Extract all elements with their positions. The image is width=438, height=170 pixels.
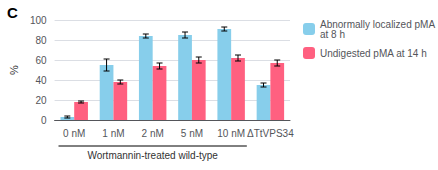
svg-text:5 nM: 5 nM — [181, 128, 203, 139]
svg-text:0 nM: 0 nM — [63, 128, 85, 139]
svg-text:1 nM: 1 nM — [102, 128, 124, 139]
svg-text:C: C — [7, 4, 18, 21]
svg-text:2 nM: 2 nM — [142, 128, 164, 139]
svg-text:40: 40 — [35, 75, 47, 86]
svg-text:60: 60 — [35, 55, 47, 66]
svg-text:Abnormally localized pMA: Abnormally localized pMA — [320, 18, 436, 30]
svg-text:at 8 h: at 8 h — [320, 29, 345, 40]
svg-text:10 nM: 10 nM — [217, 128, 245, 139]
svg-text:100: 100 — [30, 15, 47, 26]
svg-text:0: 0 — [41, 115, 47, 126]
svg-text:80: 80 — [35, 35, 47, 46]
svg-text:Undigested pMA at 14 h: Undigested pMA at 14 h — [320, 48, 427, 59]
svg-text:20: 20 — [35, 95, 47, 106]
svg-text:Wortmannin-treated wild-type: Wortmannin-treated wild-type — [87, 150, 218, 161]
svg-text:%: % — [8, 65, 20, 75]
svg-text:ΔTtVPS34: ΔTtVPS34 — [247, 128, 294, 139]
